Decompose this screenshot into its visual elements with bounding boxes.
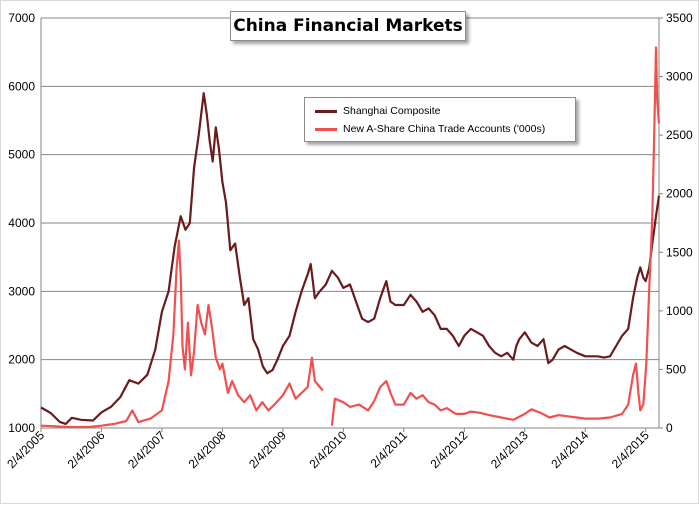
x-tick-label: 2/4/2013 <box>488 428 531 471</box>
grid-layer <box>41 17 659 429</box>
y-right-tick-label: 3500 <box>666 11 693 25</box>
legend-label-accounts: New A-Share China Trade Accounts ('000s) <box>343 123 546 135</box>
legend-item-accounts: New A-Share China Trade Accounts ('000s) <box>315 122 545 136</box>
x-tick-label: 2/4/2009 <box>246 428 289 471</box>
x-tick-label: 2/4/2012 <box>427 428 470 471</box>
y-left-tick-label: 6000 <box>8 79 35 93</box>
y-left-tick-label: 5000 <box>8 148 35 162</box>
y-right-tick-label: 0 <box>666 421 673 435</box>
y-left-tick-label: 3000 <box>8 284 35 298</box>
legend-swatch-accounts <box>315 127 337 131</box>
chart-title-text: China Financial Markets <box>233 16 463 36</box>
series-accounts-line <box>40 239 324 429</box>
y-left-tick-label: 4000 <box>8 216 35 230</box>
legend-swatch-shanghai <box>315 109 337 113</box>
x-tick-label: 2/4/2010 <box>307 428 350 471</box>
y-right-tick-label: 500 <box>666 362 686 376</box>
y-right-tick-label: 2000 <box>666 187 693 201</box>
chart-title: China Financial Markets <box>230 11 466 41</box>
y-right-tick-label: 2500 <box>666 128 693 142</box>
x-tick-label: 2/4/2015 <box>609 428 652 471</box>
y-right-tick-label: 3000 <box>666 70 693 84</box>
x-tick-label: 2/4/2011 <box>368 428 411 471</box>
x-tick-label: 2/4/2006 <box>65 428 108 471</box>
y-left-tick-label: 2000 <box>8 353 35 367</box>
legend-item-shanghai: Shanghai Composite <box>315 104 440 118</box>
chart-legend: Shanghai Composite New A-Share China Tra… <box>304 97 576 142</box>
axis-layer: 1000 2000 3000 4000 5000 6000 7000 0 500 1000 1500… <box>4 11 693 471</box>
x-tick-label: 2/4/2014 <box>548 428 591 471</box>
series-layer <box>40 46 661 429</box>
x-tick-label: 2/4/2007 <box>125 428 168 471</box>
y-right-tick-label: 1500 <box>666 245 693 259</box>
y-left-tick-label: 7000 <box>8 11 35 25</box>
y-right-tick-label: 1000 <box>666 304 693 318</box>
series-shanghai-line <box>40 92 661 425</box>
series-accounts-line-1 <box>330 46 661 426</box>
x-tick-label: 2/4/2008 <box>186 428 229 471</box>
y-left-tick-label: 1000 <box>8 421 35 435</box>
legend-label-shanghai: Shanghai Composite <box>343 105 441 117</box>
